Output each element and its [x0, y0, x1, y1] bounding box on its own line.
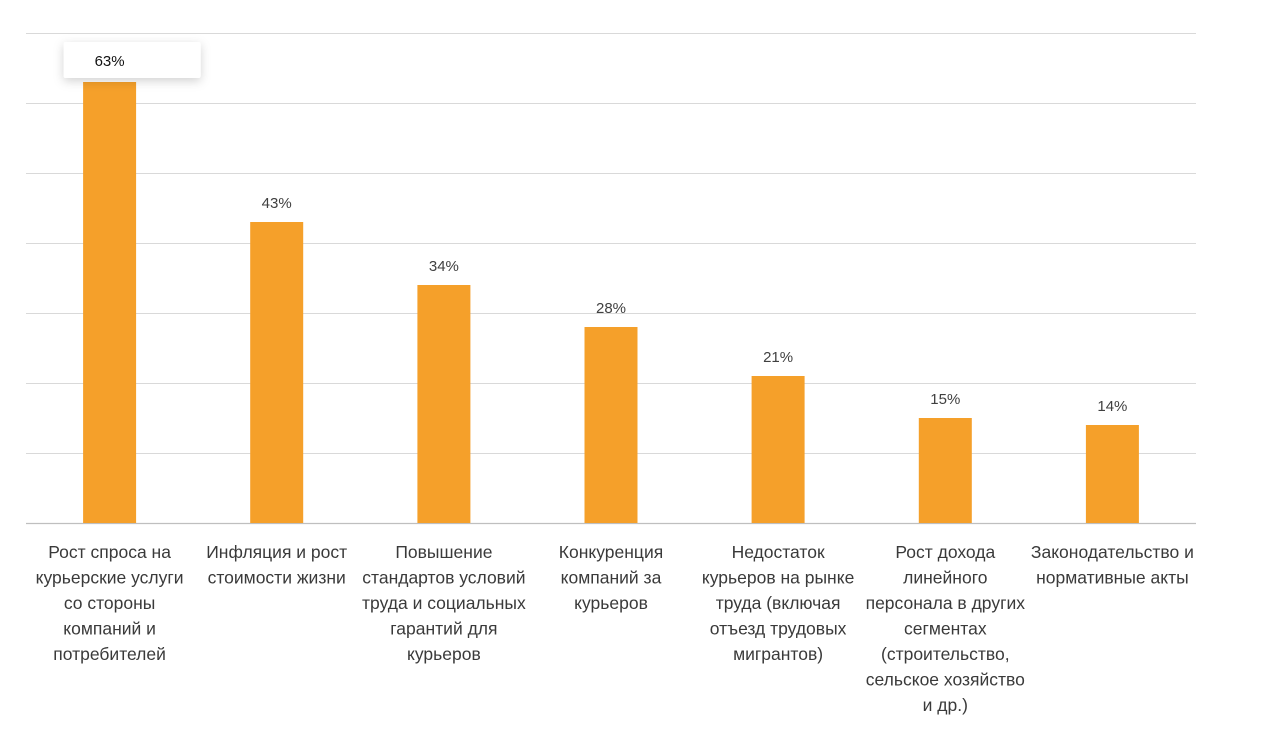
- data-label: 21%: [763, 349, 793, 366]
- category-label-line: персонала в других: [866, 593, 1026, 613]
- data-label: 15%: [930, 391, 960, 408]
- category-label-line: компаний и: [63, 619, 156, 639]
- bar: [751, 376, 805, 523]
- category-label-line: Рост спроса на: [48, 542, 171, 562]
- bar: [584, 327, 638, 523]
- category-label: Недостаток курьеров на рынке труда (включа…: [702, 542, 854, 664]
- bar: [83, 82, 137, 523]
- category-label: Рост спроса на курьерские услуги со сторон…: [36, 542, 184, 664]
- category-label-line: Недостаток: [732, 542, 825, 562]
- bar: [918, 418, 972, 523]
- gridlines: [26, 33, 1196, 525]
- category-label-line: Инфляция и рост: [206, 542, 347, 562]
- data-label: 34%: [429, 258, 459, 275]
- category-label-line: сегментах: [904, 619, 987, 639]
- category-label: Инфляция и рост стоимости жизни: [206, 542, 347, 588]
- category-label-line: Повышение: [395, 542, 492, 562]
- category-labels: Рост спроса на курьерские услуги со сторон…: [36, 542, 1194, 715]
- bars: [83, 82, 1139, 523]
- bar: [250, 222, 304, 523]
- category-label: Рост дохода линейного персонала в других се…: [866, 542, 1026, 715]
- bar: [417, 285, 471, 523]
- bar: [1085, 425, 1139, 523]
- data-label: 63%: [95, 53, 125, 70]
- category-label-line: (строительство,: [881, 644, 1010, 664]
- category-label-line: курьеров: [574, 593, 648, 613]
- data-label: 14%: [1097, 398, 1127, 415]
- category-label-line: Законодательство и: [1031, 542, 1194, 562]
- category-label-line: стандартов условий: [362, 568, 525, 588]
- category-label-line: курьерские услуги: [36, 568, 184, 588]
- data-label-highlight-box: [63, 42, 201, 78]
- category-label-line: Конкуренция: [559, 542, 663, 562]
- category-label-line: сельское хозяйство: [866, 670, 1025, 690]
- category-label-line: труда и социальных: [362, 593, 526, 613]
- category-label: Законодательство и нормативные акты: [1031, 542, 1194, 588]
- data-labels: 63% 43% 34% 28% 21% 15% 14%: [63, 42, 1127, 415]
- category-label-line: стоимости жизни: [208, 568, 346, 588]
- category-label-line: компаний за: [561, 568, 662, 588]
- category-label-line: курьеров на рынке: [702, 568, 854, 588]
- category-label-line: нормативные акты: [1036, 568, 1189, 588]
- category-label-line: со стороны: [64, 593, 156, 613]
- category-label-line: курьеров: [407, 644, 481, 664]
- category-label-line: Рост дохода: [895, 542, 995, 562]
- data-label: 28%: [596, 300, 626, 317]
- data-label: 43%: [262, 195, 292, 212]
- category-label-line: труда (включая: [716, 593, 841, 613]
- category-label-line: потребителей: [53, 644, 166, 664]
- category-label-line: отъезд трудовых: [710, 619, 847, 639]
- category-label: Повышение стандартов условий труда и социа…: [362, 542, 526, 664]
- category-label-line: и др.): [923, 695, 968, 715]
- category-label: Конкуренция компаний за курьеров: [559, 542, 663, 613]
- category-label-line: гарантий для: [390, 619, 497, 639]
- category-label-line: линейного: [903, 568, 987, 588]
- category-label-line: мигрантов): [733, 644, 823, 664]
